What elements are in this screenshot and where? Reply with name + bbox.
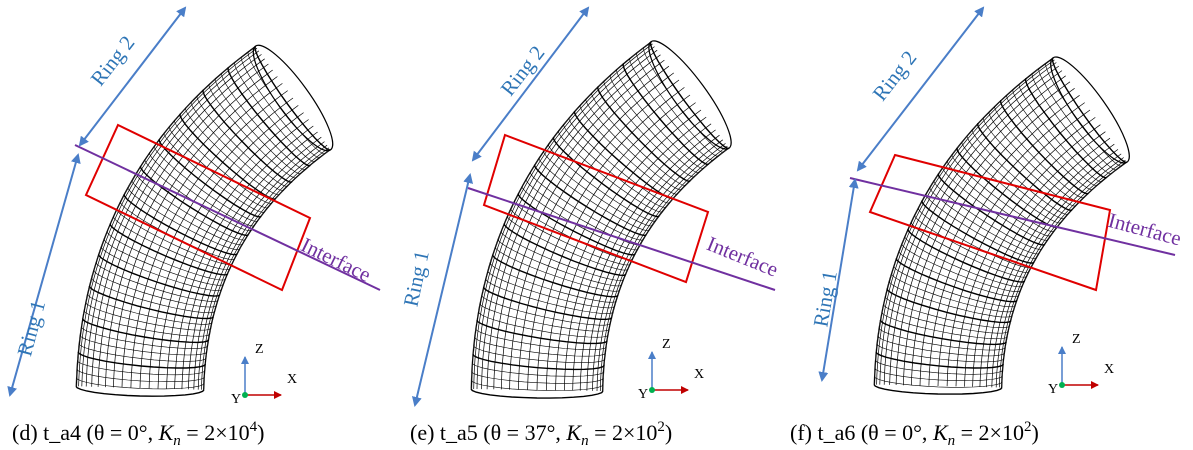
caption-close: ) xyxy=(665,420,672,445)
caption-k: K xyxy=(565,420,582,445)
ring1-label: Ring 1 xyxy=(12,298,50,359)
interface-label: Interface xyxy=(297,233,375,287)
caption-close: ) xyxy=(1031,420,1038,445)
y-label: Y xyxy=(1048,382,1058,397)
ring1-label: Ring 1 xyxy=(808,269,841,329)
panel: Ring 1Ring 2InterfaceZXY(e) t_a5 (θ = 37… xyxy=(399,8,782,449)
caption-k: K xyxy=(158,420,175,445)
interface-label: Interface xyxy=(1106,208,1184,250)
caption-sub: n xyxy=(948,433,956,449)
y-label: Y xyxy=(638,387,648,402)
mesh-line xyxy=(938,110,1090,386)
x-label: X xyxy=(287,372,297,387)
mesh xyxy=(874,49,1140,395)
y-label: Y xyxy=(231,392,241,407)
mesh-line xyxy=(1002,162,1127,387)
figure: Ring 1 Ring 2 Interface Z X Y (d) t_a4 (θ = 0°… xyxy=(0,0,1193,450)
caption-exp: 2 xyxy=(1024,419,1032,435)
mesh-line xyxy=(131,91,288,388)
highlight-box xyxy=(870,155,1110,290)
y-axis-dot xyxy=(242,392,248,398)
x-label: X xyxy=(1104,362,1114,377)
caption-text: (d) t_a4 (θ = 0°, xyxy=(12,420,159,445)
mesh-line xyxy=(113,77,277,388)
mesh xyxy=(76,37,343,396)
mesh-line xyxy=(556,110,701,390)
x-label: X xyxy=(694,367,704,382)
mesh-line xyxy=(510,73,674,390)
caption-close: ) xyxy=(257,420,264,445)
mesh-line xyxy=(992,154,1121,387)
ring2-label: Ring 2 xyxy=(86,31,140,90)
mesh-line xyxy=(182,132,318,389)
mesh-line xyxy=(474,44,653,389)
mesh-line xyxy=(77,47,256,387)
caption-text: (e) t_a5 (θ = 37°, xyxy=(410,420,566,445)
ring2-label: Ring 2 xyxy=(868,46,922,105)
ring-arrow xyxy=(10,155,78,395)
mesh-line xyxy=(79,48,257,386)
z-label: Z xyxy=(1072,332,1081,347)
caption-eq: = 2×10 xyxy=(589,420,658,445)
caption: (e) t_a5 (θ = 37°, Kn = 2×102) xyxy=(410,419,672,449)
mesh-line xyxy=(472,42,652,389)
caption-eq: = 2×10 xyxy=(955,420,1024,445)
caption-sub: n xyxy=(173,433,181,449)
caption: (d) t_a4 (θ = 0°, Kn = 2×104) xyxy=(12,419,264,449)
mesh-line xyxy=(903,82,1070,385)
mesh-line xyxy=(482,50,658,389)
mesh-line xyxy=(573,124,711,391)
mesh-line xyxy=(76,46,256,386)
caption-text: (f) t_a6 (θ = 0°, xyxy=(790,420,933,445)
interface-label: Interface xyxy=(704,231,782,281)
mesh-line xyxy=(471,42,651,389)
caption: (f) t_a6 (θ = 0°, Kn = 2×102) xyxy=(790,419,1039,449)
panel: Ring 1 Ring 2 Interface Z X Y (f) t_a6 (θ = 0°… xyxy=(790,8,1184,449)
caption-k: K xyxy=(932,420,949,445)
caption-sub: n xyxy=(581,433,589,449)
ring1-label: Ring 1 xyxy=(399,248,434,308)
y-axis-dot xyxy=(1059,382,1065,388)
ring-arrow xyxy=(473,8,588,160)
z-label: Z xyxy=(255,342,264,357)
panel: Ring 1 Ring 2 Interface Z X Y (d) t_a4 (θ = 0°… xyxy=(10,8,380,449)
caption-exp: 2 xyxy=(657,419,665,435)
mesh-line xyxy=(477,47,655,389)
y-axis-dot xyxy=(649,387,655,393)
z-label: Z xyxy=(662,337,671,352)
caption-eq: = 2×10 xyxy=(181,420,250,445)
